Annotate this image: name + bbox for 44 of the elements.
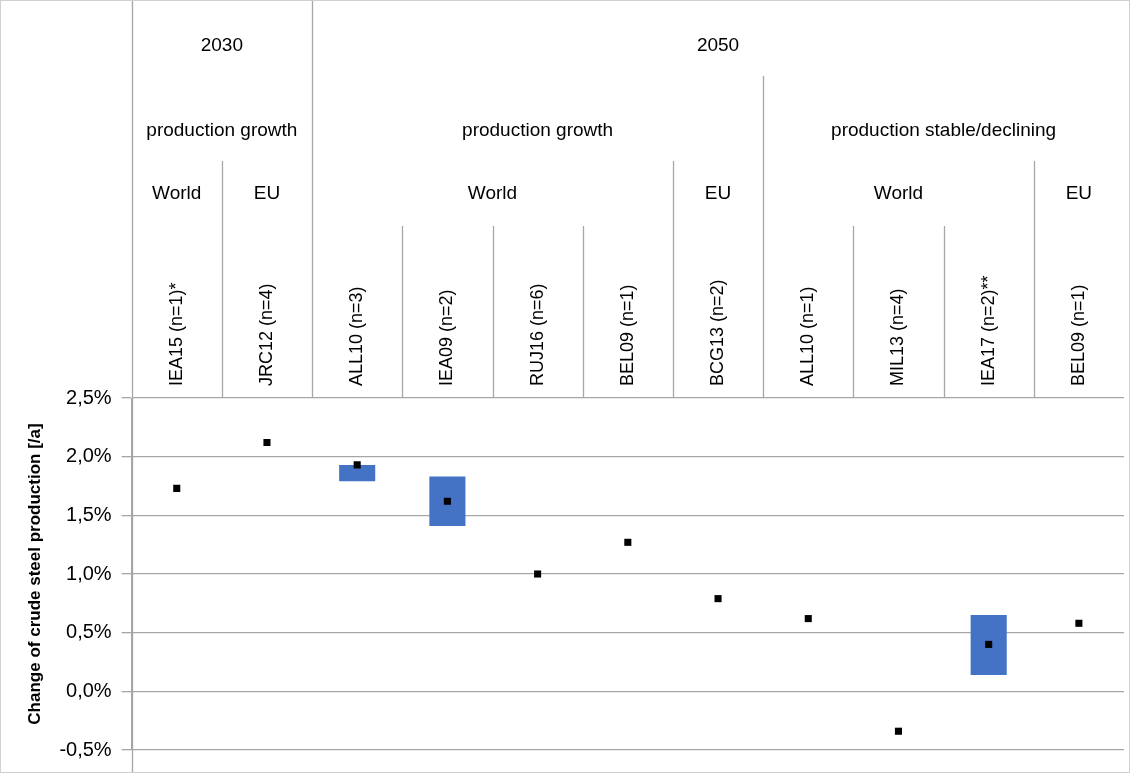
- text: 2050: [696, 34, 740, 56]
- y-tick-label: 2,5%: [66, 385, 112, 408]
- x-tick-label: BEL09 (n=1): [1067, 284, 1088, 386]
- x-tick-label: RUJ16 (n=6): [526, 283, 547, 386]
- x-tick-label: BEL09 (n=1): [616, 284, 637, 386]
- y-tick-label: 1,5%: [66, 502, 112, 525]
- text: EU: [253, 182, 281, 204]
- text: World: [873, 182, 924, 204]
- point: [714, 595, 722, 603]
- point: [624, 538, 632, 546]
- y-tick-label: -0,5%: [59, 737, 112, 760]
- text: World: [152, 182, 202, 204]
- x-tick-label: BCG13 (n=2): [707, 279, 728, 386]
- bar: [970, 615, 1007, 675]
- text: production stable/declining: [831, 119, 1057, 141]
- point: [804, 615, 812, 623]
- text: EU: [1065, 182, 1093, 204]
- text: production growth: [146, 119, 298, 141]
- point: [985, 640, 993, 648]
- y-tick-label: 1,0%: [66, 561, 112, 584]
- x-tick-label: ALL10 (n=3): [346, 286, 367, 386]
- x-tick-label: JRC12 (n=4): [255, 283, 276, 386]
- point: [443, 497, 451, 505]
- point: [894, 727, 902, 735]
- x-tick-label: ALL10 (n=1): [797, 286, 818, 386]
- text: EU: [704, 182, 732, 204]
- point: [534, 570, 542, 578]
- x-tick-label: IEA09 (n=2): [436, 289, 457, 386]
- point: [263, 439, 271, 447]
- text: production growth: [462, 119, 614, 141]
- point: [353, 461, 361, 469]
- x-tick-label: IEA17 (n=2)**: [977, 275, 998, 386]
- y-tick-label: 0,5%: [66, 620, 112, 643]
- x-tick-label: IEA15 (n=1)*: [165, 282, 186, 386]
- text: 2030: [200, 34, 243, 56]
- text: World: [467, 182, 518, 204]
- x-tick-label: MIL13 (n=4): [887, 288, 908, 386]
- y-tick-label: 2,0%: [66, 444, 112, 467]
- y-axis-title: Change of crude steel production [/a]: [24, 423, 44, 725]
- bar: [429, 476, 466, 526]
- point: [1075, 619, 1083, 627]
- point: [173, 484, 181, 492]
- y-tick-label: 0,0%: [66, 678, 112, 701]
- bar: [339, 464, 376, 482]
